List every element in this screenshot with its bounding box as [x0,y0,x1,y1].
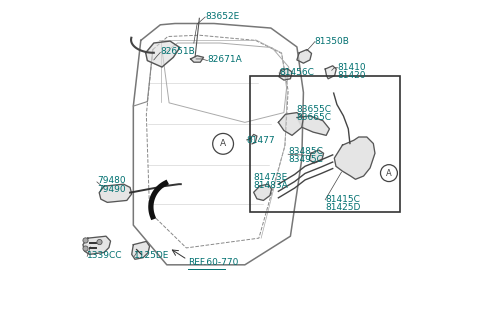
Text: A: A [386,169,392,177]
Text: 82651B: 82651B [160,47,195,56]
Polygon shape [99,184,132,202]
Text: 83485C: 83485C [288,147,323,156]
Text: 81456C: 81456C [279,68,314,77]
Polygon shape [297,116,329,135]
Text: 1125DE: 1125DE [134,251,169,260]
Circle shape [83,238,88,243]
Text: 81473E: 81473E [253,173,287,181]
Text: 81425D: 81425D [325,203,360,213]
Text: 79490: 79490 [97,185,126,194]
Text: 81415C: 81415C [325,195,360,204]
Text: 79480: 79480 [97,176,126,185]
Polygon shape [191,56,204,62]
Polygon shape [334,137,375,179]
Text: 81420: 81420 [337,71,366,80]
Text: 81483A: 81483A [253,181,288,190]
Text: REF.60-770: REF.60-770 [188,258,239,267]
Polygon shape [253,184,272,200]
Polygon shape [132,241,150,259]
Polygon shape [83,236,110,255]
Text: 83652E: 83652E [206,11,240,21]
Polygon shape [146,41,180,67]
Circle shape [83,246,88,251]
Text: 81410: 81410 [337,63,366,72]
Polygon shape [309,150,324,163]
Text: 83655C: 83655C [296,105,331,114]
Text: A: A [220,139,226,148]
Text: 82671A: 82671A [207,55,242,64]
Polygon shape [297,50,312,63]
Bar [250,76,400,212]
Text: 1339CC: 1339CC [87,251,123,260]
Polygon shape [279,69,292,80]
Polygon shape [278,113,303,135]
Polygon shape [325,66,336,79]
Text: 81477: 81477 [247,136,275,145]
Circle shape [97,239,102,245]
Text: 81350B: 81350B [315,36,349,46]
Text: 83665C: 83665C [296,113,331,122]
Text: 83495C: 83495C [288,155,323,164]
